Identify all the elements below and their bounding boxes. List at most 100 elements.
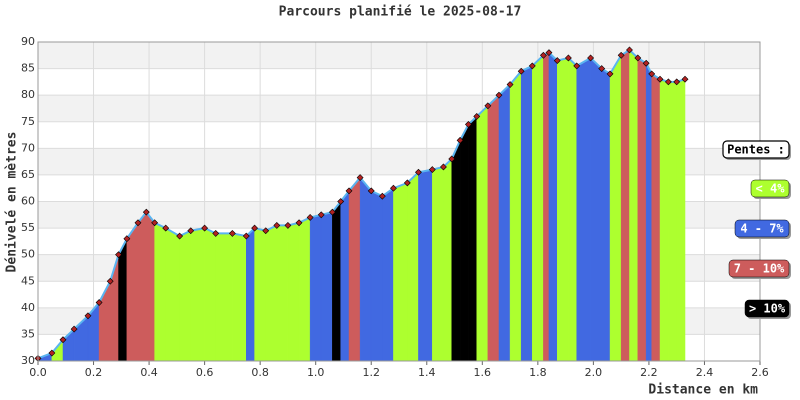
legend-label: < 4% [756, 182, 786, 196]
profile-marker [448, 155, 456, 163]
y-tick-label: 60 [21, 195, 35, 208]
profile-marker [228, 229, 236, 237]
profile-marker [634, 54, 642, 62]
profile-marker [262, 227, 270, 235]
profile-marker [162, 224, 170, 232]
profile-marker [142, 208, 150, 216]
slope-segment [320, 211, 333, 362]
y-tick-label: 55 [21, 221, 35, 234]
x-tick-label: 2.0 [585, 366, 603, 379]
slope-segment [118, 238, 128, 362]
slope-segment [601, 68, 611, 362]
profile-marker [656, 75, 664, 83]
slope-segment [509, 70, 522, 362]
profile-marker [617, 51, 625, 59]
slope-segment [637, 57, 647, 362]
profile-marker [273, 222, 281, 229]
profile-marker [664, 78, 672, 86]
legend-swatch [744, 299, 790, 318]
slope-segment [393, 182, 408, 362]
slope-segment [532, 54, 544, 362]
x-axis-title: Distance en km [648, 383, 758, 398]
slope-segment [407, 171, 419, 362]
slope-segment [179, 230, 191, 362]
slope-segment [629, 49, 639, 362]
profile-marker [545, 49, 553, 57]
slope-segment [370, 190, 383, 362]
profile-marker [587, 54, 595, 62]
profile-marker [345, 187, 353, 195]
slope-segment [459, 124, 469, 362]
profile-marker [367, 187, 375, 195]
y-tick-label: 35 [21, 327, 35, 340]
slope-segment [590, 57, 602, 362]
slope-segment [451, 140, 461, 362]
slope-segment [498, 83, 511, 362]
profile-marker [403, 179, 411, 187]
slope-segment [548, 52, 558, 362]
profile-marker [106, 277, 114, 285]
slope-segment [476, 105, 489, 362]
y-tick-label: 70 [21, 141, 35, 154]
profile-marker [473, 113, 481, 120]
slope-segment [154, 222, 166, 362]
legend-swatch [728, 259, 790, 278]
profile-marker [673, 78, 681, 86]
x-tick-label: 1.6 [474, 366, 492, 379]
x-tick-label: 1.4 [418, 366, 436, 379]
slope-segment [298, 217, 311, 362]
slope-segment [645, 63, 652, 362]
legend-swatch [722, 140, 790, 159]
profile-marker [606, 70, 614, 78]
slope-segment [332, 200, 341, 362]
grid-band [38, 42, 760, 69]
profile-marker [151, 219, 159, 227]
plot-frame [37, 41, 761, 362]
slope-segment [265, 225, 278, 362]
slope-segment [246, 227, 255, 362]
x-tick-label: 1.8 [529, 366, 547, 379]
profile-marker [484, 102, 492, 110]
profile-marker [415, 168, 422, 176]
profile-marker [70, 325, 78, 333]
slope-segment [668, 81, 677, 362]
slope-segment [190, 227, 205, 362]
x-tick-label: 1.0 [307, 366, 325, 379]
slope-segment [382, 187, 394, 362]
profile-marker [48, 349, 56, 357]
slope-segment [418, 169, 433, 362]
profile-marker [95, 299, 103, 306]
slope-segment [568, 57, 577, 362]
slope-segment [309, 214, 322, 362]
x-tick-label: 0.4 [140, 366, 158, 379]
profile-marker [598, 65, 606, 73]
profile-marker [553, 57, 561, 65]
profile-marker [306, 214, 314, 221]
profile-marker [59, 336, 67, 344]
x-tick-label: 2.2 [640, 366, 658, 379]
profile-marker [564, 54, 572, 62]
slope-segment [215, 233, 233, 362]
slope-segment [468, 115, 478, 362]
legend-label: Pentes : [727, 143, 785, 157]
profile-marker [378, 192, 386, 200]
profile-marker [456, 136, 464, 144]
x-tick-label: 2.6 [751, 366, 769, 379]
profile-marker [284, 222, 292, 229]
slope-segment [276, 225, 289, 362]
legend-label: > 10% [749, 302, 786, 316]
profile-marker [242, 232, 250, 240]
x-tick-label: 2.4 [696, 366, 714, 379]
y-axis-title: Dénivelé en mètres [5, 132, 20, 273]
slope-segment [576, 57, 591, 362]
slope-segment [443, 158, 453, 362]
slope-segment [543, 52, 550, 362]
slope-segment [232, 233, 247, 362]
x-tick-label: 0.6 [196, 366, 214, 379]
legend-swatch [750, 179, 790, 198]
profile-marker [176, 232, 184, 240]
profile-marker [356, 174, 364, 181]
y-tick-label: 40 [21, 301, 35, 314]
profile-marker [528, 62, 536, 70]
